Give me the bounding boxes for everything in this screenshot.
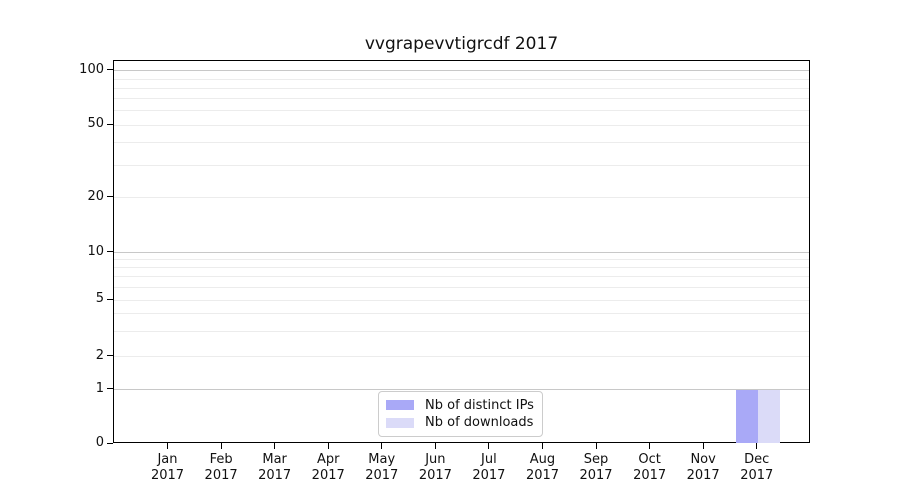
x-tick-mark	[274, 443, 276, 449]
gridline-major	[114, 252, 809, 254]
x-tick-month: Jul	[481, 452, 497, 467]
x-tick-mark	[649, 443, 651, 449]
y-axis-tick-label: 10	[87, 243, 104, 259]
y-tick-mark	[107, 123, 113, 125]
x-axis-tick-label: Oct 2017	[618, 452, 682, 483]
x-tick-month: Jan	[157, 452, 178, 467]
gridline-minor	[114, 197, 809, 199]
x-tick-month: Jun	[425, 452, 446, 467]
legend-row-distinct-ips: Nb of distinct IPs	[386, 398, 535, 413]
gridline-minor	[114, 313, 809, 315]
y-tick-mark	[107, 69, 113, 71]
x-tick-mark	[327, 443, 329, 449]
x-axis-tick-label: May 2017	[350, 452, 414, 483]
x-tick-mark	[220, 443, 222, 449]
legend: Nb of distinct IPs Nb of downloads	[378, 391, 543, 437]
x-axis-tick-label: Apr 2017	[296, 452, 360, 483]
y-tick-mark	[107, 442, 113, 444]
x-tick-year: 2017	[740, 467, 774, 483]
x-tick-year: 2017	[311, 467, 345, 483]
x-tick-month: Aug	[529, 452, 556, 467]
y-axis-tick-label: 20	[87, 188, 104, 204]
y-tick-mark	[107, 298, 113, 300]
gridline-minor	[114, 259, 809, 261]
x-tick-mark	[434, 443, 436, 449]
gridline-minor	[114, 142, 809, 144]
x-tick-year: 2017	[204, 467, 238, 483]
chart-title: vvgrapevvtigrcdf 2017	[364, 34, 559, 54]
gridline-minor	[114, 98, 809, 100]
y-axis-tick-label: 2	[95, 347, 104, 363]
legend-label-distinct-ips: Nb of distinct IPs	[425, 397, 534, 413]
x-tick-month: Oct	[638, 452, 661, 467]
y-axis-tick-label: 1	[95, 380, 104, 396]
y-tick-mark	[107, 251, 113, 253]
x-tick-month: Mar	[262, 452, 287, 467]
legend-row-downloads: Nb of downloads	[386, 415, 535, 430]
legend-swatch-distinct-ips	[386, 400, 414, 411]
gridline-minor	[114, 356, 809, 358]
y-tick-mark	[107, 355, 113, 357]
y-axis-tick-label: 100	[79, 61, 104, 77]
x-axis-tick-label: Jun 2017	[403, 452, 467, 483]
gridline-minor	[114, 78, 809, 80]
x-tick-month: Nov	[690, 452, 716, 467]
x-tick-year: 2017	[418, 467, 452, 483]
gridline-minor	[114, 87, 809, 89]
x-tick-year: 2017	[150, 467, 185, 483]
x-tick-mark	[595, 443, 597, 449]
bar-downloads	[757, 389, 780, 443]
x-tick-month: Feb	[209, 452, 233, 467]
gridline-minor	[114, 276, 809, 278]
x-axis-tick-label: Jul 2017	[457, 452, 521, 483]
x-tick-month: Sep	[583, 452, 609, 467]
x-axis-tick-label: Mar 2017	[243, 452, 307, 483]
x-tick-year: 2017	[258, 467, 292, 483]
x-tick-month: Apr	[316, 452, 340, 467]
x-axis-tick-label: Jan 2017	[136, 452, 200, 483]
x-tick-mark	[702, 443, 704, 449]
legend-label-downloads: Nb of downloads	[425, 415, 534, 431]
x-axis-tick-label: Aug 2017	[510, 452, 574, 483]
x-axis-tick-label: Sep 2017	[564, 452, 628, 483]
y-axis-tick-label: 50	[87, 116, 104, 132]
x-tick-year: 2017	[686, 467, 720, 483]
y-axis-tick-label: 5	[95, 291, 104, 307]
x-axis-tick-label: Nov 2017	[671, 452, 735, 483]
gridline-minor	[114, 124, 809, 126]
gridline-minor	[114, 299, 809, 301]
plot-area	[113, 60, 810, 443]
gridline-minor	[114, 165, 809, 167]
gridline-minor	[114, 331, 809, 333]
x-axis-tick-label: Dec 2017	[725, 452, 789, 483]
x-tick-mark	[167, 443, 168, 449]
x-tick-mark	[541, 443, 543, 449]
gridline-minor	[114, 267, 809, 269]
gridline-minor	[114, 287, 809, 289]
x-tick-year: 2017	[633, 467, 667, 483]
x-tick-mark	[381, 443, 383, 449]
x-tick-year: 2017	[579, 467, 613, 483]
x-tick-month: Dec	[744, 452, 770, 467]
y-tick-mark	[107, 388, 113, 390]
y-tick-mark	[107, 196, 113, 198]
x-tick-mark	[756, 443, 758, 449]
gridline-major	[114, 389, 809, 391]
gridline-major	[114, 70, 809, 72]
x-tick-year: 2017	[525, 467, 560, 483]
x-tick-year: 2017	[472, 467, 506, 483]
x-tick-year: 2017	[365, 467, 399, 483]
gridline-minor	[114, 110, 809, 112]
bar-distinct-ips	[735, 389, 758, 443]
y-axis-tick-label: 0	[95, 435, 104, 450]
legend-swatch-downloads	[386, 417, 414, 428]
x-tick-month: May	[368, 452, 396, 467]
x-tick-mark	[488, 443, 490, 449]
x-axis-tick-label: Feb 2017	[189, 452, 253, 483]
